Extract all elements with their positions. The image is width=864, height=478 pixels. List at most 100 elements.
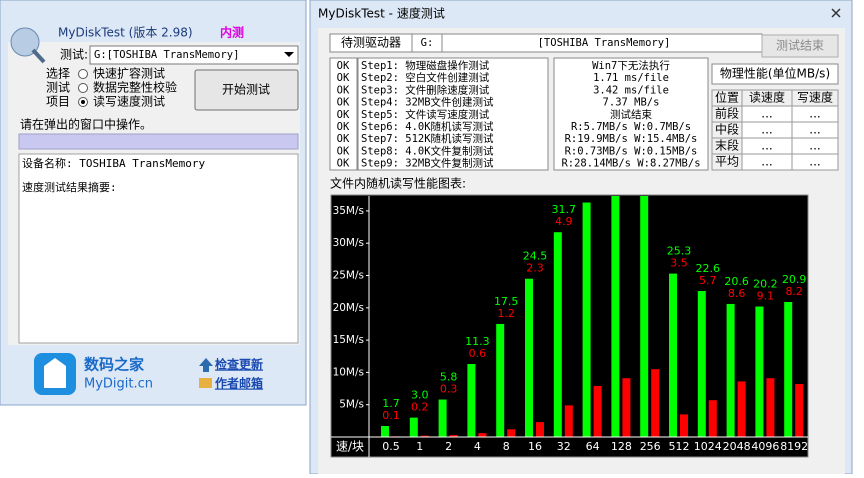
app-icon xyxy=(10,27,40,57)
bar xyxy=(467,364,476,437)
y-tick-label: 20M/s xyxy=(333,302,364,314)
step-status: OK xyxy=(337,145,350,157)
label: 测试: xyxy=(60,47,88,62)
window-title: MyDiskTest - 速度测试 xyxy=(318,6,445,21)
drive-value: G:[TOSHIBA TransMemory] xyxy=(94,49,239,61)
bar xyxy=(507,429,516,437)
bar xyxy=(438,399,447,437)
table-header: 位置 xyxy=(715,90,739,105)
bar xyxy=(755,306,764,437)
button-label: 开始测试 xyxy=(222,82,270,97)
value-label: 0.2 xyxy=(411,401,429,414)
drive-select[interactable] xyxy=(89,45,299,65)
value-label: 1.7 xyxy=(382,397,400,410)
step-result: 测试结束 xyxy=(610,108,652,121)
bar xyxy=(409,417,418,437)
step-result: R:0.73MB/s W:0.15MB/s xyxy=(565,145,698,157)
label: 选择 xyxy=(46,67,70,81)
x-tick-label: 2048 xyxy=(723,440,751,453)
bar xyxy=(611,196,620,437)
app-icon xyxy=(31,48,46,64)
step-status: OK xyxy=(337,109,350,121)
results-box xyxy=(553,57,709,171)
drive-name: [TOSHIBA TransMemory] xyxy=(538,37,671,49)
step-result: R:19.9MB/s W:15.4MB/s xyxy=(565,133,698,145)
y-tick-label: 15M/s xyxy=(333,334,364,346)
table-header: 读速度 xyxy=(749,90,785,105)
table-value: 前段 xyxy=(715,106,739,121)
link[interactable]: 作者邮箱 xyxy=(215,376,263,391)
step-name: Step4: 32MB文件创建测试 xyxy=(361,96,494,109)
step-status: OK xyxy=(337,158,350,170)
table-value: ... xyxy=(809,107,820,121)
dropdown-arrow xyxy=(284,52,294,57)
value-label: 20.2 xyxy=(753,278,778,291)
y-tick-label: 25M/s xyxy=(333,270,364,282)
bar xyxy=(536,422,544,437)
value-label: 4.9 xyxy=(555,215,573,228)
step-name: Step3: 文件删除速度测试 xyxy=(361,83,490,96)
site: MyDigit.cn xyxy=(84,377,153,392)
x-tick-label: 4096 xyxy=(751,440,779,453)
log-line: 设备名称: TOSHIBA TransMemory xyxy=(22,156,205,170)
x-tick-label: 0.5 xyxy=(382,440,400,453)
radio[interactable] xyxy=(78,69,88,79)
value-label: 31.7 xyxy=(552,203,577,216)
step-status: OK xyxy=(337,121,350,133)
step-status: OK xyxy=(337,133,350,145)
bar xyxy=(640,196,649,437)
x-tick-label: 256 xyxy=(640,440,661,453)
value-label: 20.6 xyxy=(724,275,749,288)
option-label: 快速扩容测试 xyxy=(93,66,165,81)
bar xyxy=(766,378,775,437)
bar xyxy=(784,301,793,437)
x-tick-label: 16 xyxy=(528,440,542,453)
y-tick-label: 35M/s xyxy=(333,205,364,217)
log-box xyxy=(18,153,299,344)
radio[interactable] xyxy=(78,83,88,93)
brand: 数码之家 xyxy=(84,356,144,374)
y-tick-label: 30M/s xyxy=(333,237,364,249)
close-button[interactable] xyxy=(831,8,841,18)
radio-dot xyxy=(81,100,85,104)
x-axis-label: 速/块 xyxy=(336,440,364,454)
step-status: OK xyxy=(337,72,350,84)
bar xyxy=(651,369,660,437)
update-icon xyxy=(199,358,213,372)
button-label: 测试结束 xyxy=(776,38,824,53)
value-label: 0.6 xyxy=(469,347,487,360)
value-label: 24.5 xyxy=(523,250,548,263)
option-label: 数据完整性校验 xyxy=(93,80,177,95)
chart-caption: 文件内随机读写性能图表: xyxy=(330,176,466,191)
bar xyxy=(420,435,429,437)
step-name: Step9: 32MB文件复制测试 xyxy=(361,157,494,170)
x-tick-label: 2 xyxy=(445,440,452,453)
table-value: ... xyxy=(761,139,772,153)
table-header: 写速度 xyxy=(797,90,833,105)
step-result: R:5.7MB/s W:0.7MB/s xyxy=(571,121,691,133)
start-button[interactable] xyxy=(194,69,299,111)
step-result: 7.37 MB/s xyxy=(603,97,660,109)
link[interactable]: 检查更新 xyxy=(215,357,263,372)
option-label: 读写速度测试 xyxy=(93,94,165,109)
x-tick-label: 32 xyxy=(557,440,571,453)
end-button[interactable] xyxy=(761,34,839,58)
bar xyxy=(525,278,533,437)
bar xyxy=(795,384,804,437)
bar xyxy=(726,303,735,437)
x-tick-label: 4 xyxy=(474,440,481,453)
bar xyxy=(737,381,746,437)
step-name: Step1: 物理磁盘操作测试 xyxy=(361,59,490,72)
value-label: 1.2 xyxy=(497,307,515,320)
step-result: 3.42 ms/file xyxy=(593,84,669,96)
value-label: 0.1 xyxy=(382,409,400,422)
x-tick-label: 8192 xyxy=(780,440,808,453)
physical-title-box xyxy=(711,63,839,85)
x-tick-label: 128 xyxy=(611,440,632,453)
step-status: OK xyxy=(337,84,350,96)
table-value: ... xyxy=(761,107,772,121)
value-label: 0.3 xyxy=(440,383,458,396)
drive-letter: G: xyxy=(421,37,434,49)
bar xyxy=(708,400,717,437)
